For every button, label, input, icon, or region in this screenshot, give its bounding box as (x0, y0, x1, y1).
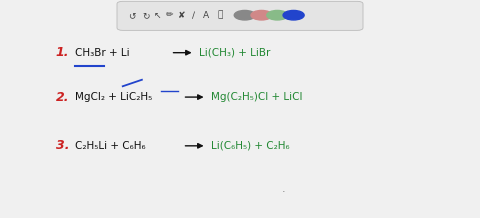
Circle shape (283, 10, 304, 20)
Text: Mg(C₂H₅)Cl + LiCl: Mg(C₂H₅)Cl + LiCl (211, 92, 303, 102)
Text: ✏: ✏ (166, 11, 173, 20)
Text: C₂H₅Li + C₆H₆: C₂H₅Li + C₆H₆ (75, 141, 145, 151)
Circle shape (251, 10, 272, 20)
Text: ↺: ↺ (129, 11, 136, 20)
Text: ∕: ∕ (192, 11, 195, 20)
Text: ↖: ↖ (154, 11, 161, 20)
Circle shape (234, 10, 255, 20)
Text: CH₃Br + Li: CH₃Br + Li (75, 48, 130, 58)
Text: ·: · (281, 187, 285, 197)
Text: ⯀: ⯀ (217, 11, 223, 20)
Text: ↻: ↻ (142, 11, 149, 20)
Circle shape (267, 10, 288, 20)
Text: 3.: 3. (56, 139, 69, 152)
Text: A: A (203, 11, 209, 20)
Text: 2.: 2. (56, 91, 69, 104)
Text: Li(CH₃) + LiBr: Li(CH₃) + LiBr (199, 48, 271, 58)
Text: ✘: ✘ (178, 11, 185, 20)
Text: 1.: 1. (56, 46, 69, 59)
Text: MgCl₂ + LiC₂H₅: MgCl₂ + LiC₂H₅ (75, 92, 152, 102)
FancyBboxPatch shape (117, 1, 363, 30)
Text: Li(C₆H₅) + C₂H₆: Li(C₆H₅) + C₂H₆ (211, 141, 290, 151)
